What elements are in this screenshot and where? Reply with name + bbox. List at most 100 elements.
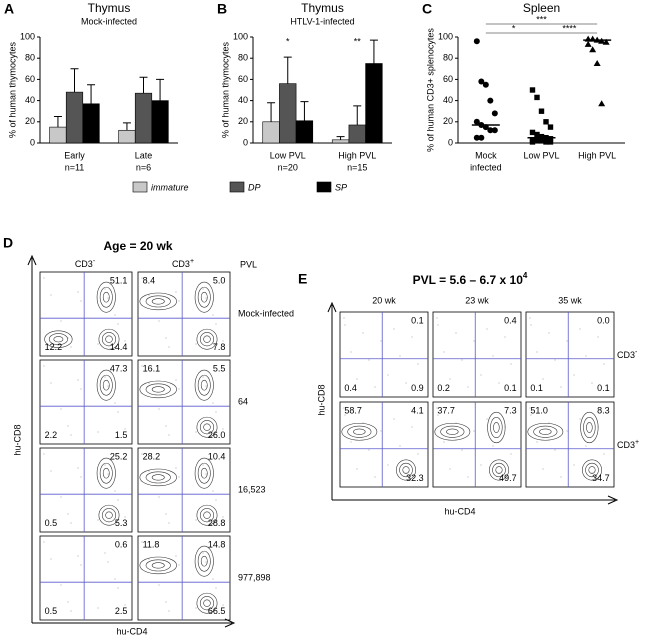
- event-dot: [70, 610, 72, 612]
- x-tick-note: n=6: [136, 162, 151, 172]
- quadrant-value: 2.5: [115, 606, 128, 616]
- event-dot: [467, 476, 469, 478]
- event-dot: [443, 351, 445, 353]
- contour: [151, 474, 165, 481]
- x-tick-label: High PVL: [578, 150, 616, 160]
- event-dot: [87, 405, 89, 407]
- event-dot: [67, 425, 69, 427]
- quadrant-value: 51.1: [110, 276, 128, 286]
- event-dot: [486, 328, 488, 330]
- legend-swatch: [229, 181, 245, 193]
- quadrant-value: 47.3: [110, 364, 128, 374]
- event-dot: [114, 402, 116, 404]
- significance: **: [354, 36, 362, 46]
- quadrant-value: 28.8: [208, 518, 226, 528]
- y-tick-label: 20: [443, 116, 453, 126]
- quadrant-value: 2.2: [45, 430, 58, 440]
- error-bar: [70, 68, 79, 93]
- quadrant-value: 0.5: [45, 518, 58, 528]
- point: [529, 87, 536, 93]
- event-dot: [178, 388, 180, 390]
- event-dot: [124, 428, 126, 430]
- event-dot: [195, 607, 197, 609]
- point: [534, 94, 540, 101]
- contour: [203, 423, 211, 431]
- point: [538, 108, 545, 114]
- event-dot: [585, 355, 587, 357]
- quadrant-value: 32.3: [406, 473, 424, 483]
- legend-swatch: [316, 181, 332, 193]
- event-dot: [212, 402, 214, 404]
- contour: [492, 462, 506, 478]
- event-dot: [168, 346, 170, 348]
- event-dot: [504, 336, 506, 338]
- event-dot: [141, 541, 143, 543]
- quadrant-value: 5.5: [213, 364, 226, 374]
- legend-swatch: [132, 181, 148, 193]
- contour: [99, 462, 113, 484]
- event-dot: [43, 277, 45, 279]
- y-tick-label: 100: [438, 31, 453, 41]
- panel-letter: A: [4, 1, 14, 17]
- event-dot: [591, 382, 593, 384]
- event-dot: [530, 324, 532, 326]
- contour: [199, 596, 215, 611]
- y-tick-label: 0: [30, 137, 35, 147]
- contour: [44, 330, 73, 348]
- chart-title: Thymus: [88, 1, 131, 15]
- event-dot: [344, 414, 346, 416]
- event-dot: [165, 601, 167, 603]
- event-dot: [603, 363, 605, 365]
- point: [534, 131, 540, 138]
- y-tick-label: 100: [20, 31, 35, 41]
- contour: [197, 286, 211, 308]
- x-tick-label: Low PVL: [270, 150, 306, 160]
- contour: [194, 457, 214, 489]
- event-dot: [467, 386, 469, 388]
- contour: [196, 592, 218, 614]
- flow-plot: [39, 271, 133, 357]
- significance: *: [286, 36, 290, 46]
- quadrant-value: 11.8: [143, 540, 160, 550]
- event-dot: [566, 430, 568, 432]
- event-dot: [350, 351, 352, 353]
- panel-letter: D: [3, 235, 13, 251]
- event-dot: [436, 317, 438, 319]
- legend-label: SP: [335, 182, 347, 192]
- flow-plot: [39, 447, 133, 533]
- event-dot: [212, 490, 214, 492]
- event-dot: [530, 414, 532, 416]
- event-dot: [124, 340, 126, 342]
- event-dot: [344, 324, 346, 326]
- event-dot: [597, 336, 599, 338]
- event-dot: [554, 449, 556, 451]
- contour: [583, 416, 596, 438]
- x-axis-label: hu-CD4: [444, 506, 475, 516]
- bar: [279, 83, 297, 144]
- error-bar: [336, 136, 345, 140]
- contour: [196, 328, 218, 350]
- quadrant-value: 0.1: [504, 383, 517, 393]
- y-tick-label: 80: [25, 53, 35, 63]
- event-dot: [195, 519, 197, 521]
- contour: [196, 416, 218, 438]
- flow-plot: [339, 311, 429, 398]
- event-dot: [117, 411, 119, 413]
- event-dot: [97, 431, 99, 433]
- contour: [145, 471, 171, 484]
- event-dot: [104, 288, 106, 290]
- contour: [446, 428, 459, 435]
- event-dot: [158, 584, 160, 586]
- event-dot: [202, 288, 204, 290]
- contour: [145, 559, 171, 572]
- panel-letter: E: [298, 271, 307, 287]
- y-axis-label: % of human thymocytes: [220, 41, 230, 138]
- event-dot: [560, 476, 562, 478]
- point: [529, 139, 536, 145]
- event-dot: [222, 604, 224, 606]
- contour: [487, 411, 506, 444]
- bar: [348, 124, 366, 144]
- error-bar: [87, 84, 96, 104]
- contour: [399, 462, 413, 478]
